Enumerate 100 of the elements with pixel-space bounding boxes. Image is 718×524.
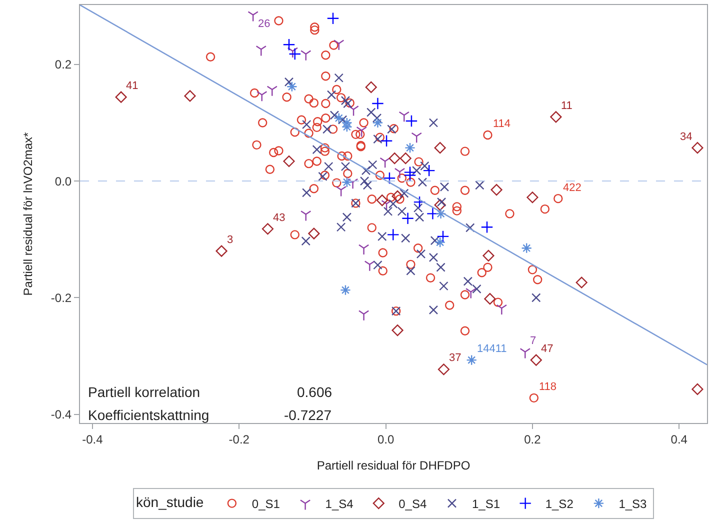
- point: [436, 197, 446, 207]
- point: [463, 276, 473, 286]
- point: [484, 293, 496, 305]
- point: [436, 262, 446, 272]
- point: [411, 132, 422, 144]
- annotation: 7: [530, 335, 536, 347]
- point: [386, 228, 400, 241]
- x-tick-label: -0.2: [228, 432, 250, 446]
- point: [532, 293, 541, 302]
- point: [256, 90, 268, 102]
- point: [372, 117, 384, 128]
- point: [256, 46, 267, 56]
- legend-label: 1_S4: [325, 496, 354, 511]
- point: [472, 284, 482, 294]
- point: [475, 180, 484, 190]
- point: [400, 188, 409, 198]
- point: [312, 144, 322, 154]
- point: [282, 38, 296, 51]
- point: [283, 155, 295, 168]
- point: [360, 176, 370, 186]
- x-axis-title: Partiell residual för DHFDPO: [316, 458, 470, 472]
- point: [413, 203, 423, 212]
- point: [326, 12, 340, 25]
- annotation: 0.606: [297, 384, 332, 400]
- x-tick-label: 0.2: [524, 432, 542, 446]
- y-tick-label: 0.2: [54, 58, 72, 72]
- point: [356, 126, 367, 138]
- point: [428, 252, 438, 262]
- point: [398, 111, 410, 122]
- point: [418, 178, 428, 187]
- point: [521, 242, 532, 254]
- point: [300, 210, 312, 222]
- point: [466, 223, 475, 232]
- y-tick-label: -0.2: [50, 290, 72, 305]
- point: [334, 73, 344, 82]
- point: [338, 115, 348, 124]
- point: [380, 157, 390, 168]
- point: [347, 178, 358, 190]
- point: [342, 176, 352, 188]
- legend-label: 1_S1: [472, 496, 500, 511]
- point: [330, 110, 340, 120]
- point: [402, 212, 414, 225]
- point: [420, 161, 430, 170]
- point: [416, 249, 426, 259]
- point: [466, 354, 477, 366]
- point: [288, 48, 302, 60]
- point: [287, 47, 298, 58]
- point: [383, 206, 393, 216]
- point: [342, 212, 352, 222]
- annotation: 37: [449, 352, 462, 364]
- point: [392, 324, 404, 336]
- x-tick-label: 0.4: [670, 432, 688, 446]
- point: [266, 86, 278, 97]
- annotation: 14411: [477, 343, 507, 355]
- point: [400, 152, 412, 164]
- point: [394, 168, 406, 179]
- point: [412, 166, 422, 176]
- point: [366, 108, 376, 117]
- point: [115, 91, 127, 103]
- annotation: -0.7227: [284, 407, 332, 423]
- annotation: Partiell korrelation: [88, 384, 200, 400]
- legend-title: kön_studie: [136, 494, 204, 510]
- point: [248, 11, 258, 22]
- point: [383, 172, 396, 184]
- point: [426, 208, 439, 220]
- point: [428, 118, 438, 128]
- point: [388, 152, 400, 164]
- annotation: 114: [493, 118, 511, 130]
- annotation: 422: [563, 182, 582, 194]
- point: [480, 220, 494, 234]
- annotation: 3: [227, 234, 234, 246]
- point: [404, 142, 416, 154]
- annotation: 41: [126, 80, 138, 92]
- point: [405, 114, 418, 128]
- point: [490, 184, 502, 196]
- point: [302, 120, 312, 130]
- point: [435, 208, 446, 220]
- point: [340, 162, 350, 172]
- annotation: 26: [258, 18, 270, 30]
- point: [362, 180, 372, 190]
- legend-label: 1_S2: [545, 496, 574, 511]
- point: [436, 230, 450, 243]
- x-tick-label: -0.4: [82, 432, 104, 446]
- point: [184, 90, 196, 102]
- annotation: 43: [273, 212, 286, 224]
- x-tick-label: 0.0: [377, 432, 394, 446]
- point: [216, 245, 228, 257]
- point: [368, 160, 378, 170]
- annotation: 47: [541, 343, 554, 355]
- point: [422, 164, 436, 177]
- point: [439, 281, 448, 291]
- point: [372, 97, 384, 110]
- point: [434, 199, 446, 211]
- point: [482, 250, 494, 262]
- point: [373, 134, 382, 144]
- point: [333, 40, 344, 50]
- point: [324, 162, 334, 172]
- point: [404, 169, 416, 182]
- point: [361, 166, 371, 176]
- point: [301, 236, 310, 246]
